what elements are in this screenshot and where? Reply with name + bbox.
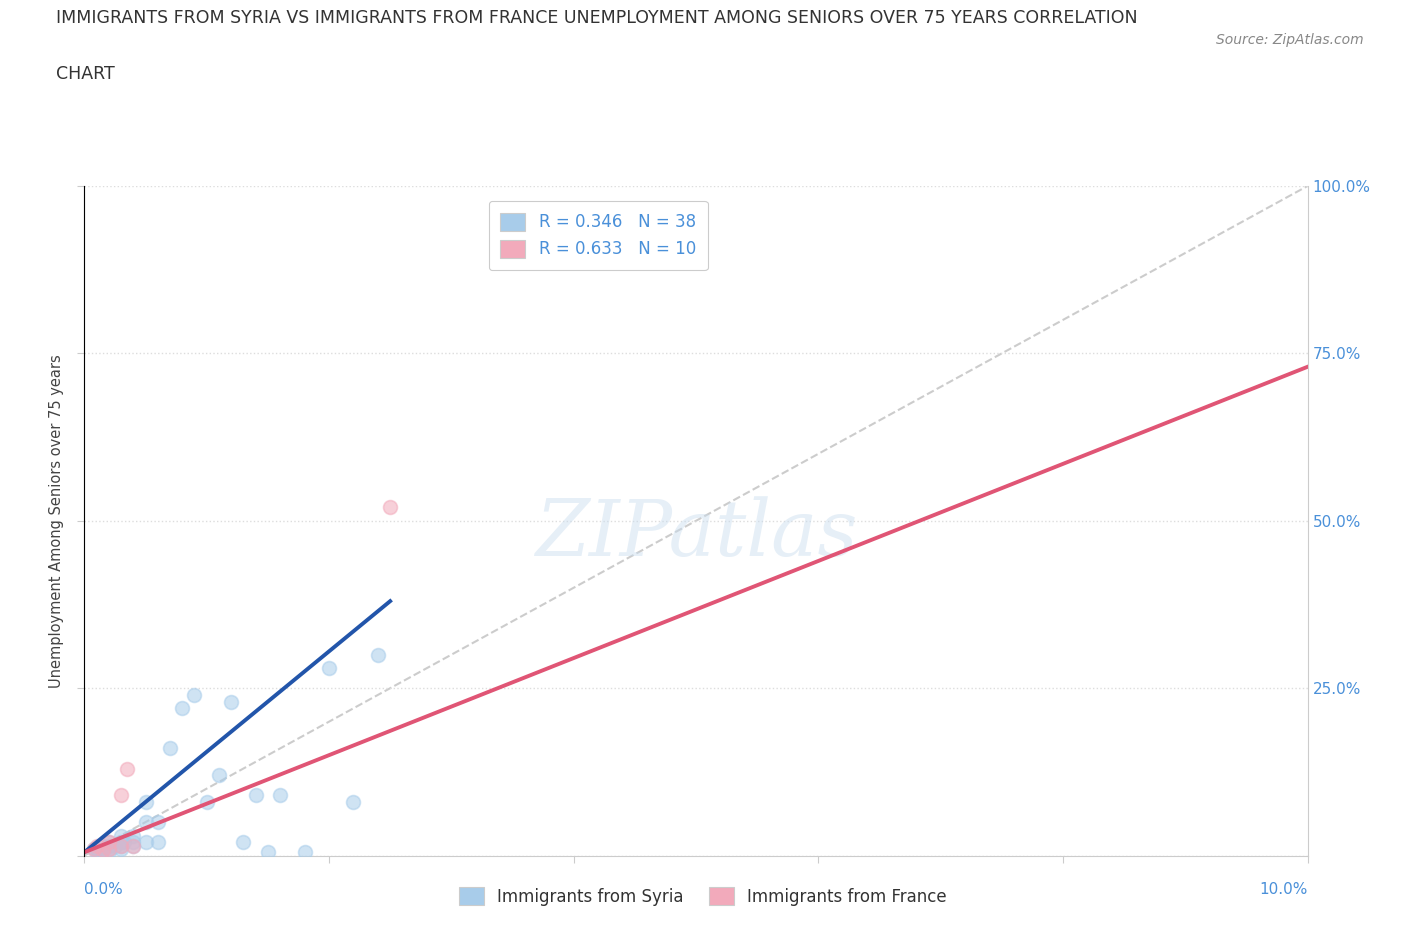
Point (172, 701, 194, 716)
Point (122, 838, 145, 853)
Point (110, 835, 132, 850)
Legend: Immigrants from Syria, Immigrants from France: Immigrants from Syria, Immigrants from F… (453, 881, 953, 912)
Point (159, 741, 181, 756)
Point (104, 838, 127, 853)
Point (257, 844, 280, 859)
Point (146, 815, 169, 830)
Point (245, 788, 267, 803)
Text: CHART: CHART (56, 65, 115, 83)
Point (110, 838, 132, 853)
Y-axis label: Unemployment Among Seniors over 75 years: Unemployment Among Seniors over 75 years (49, 354, 65, 687)
Point (86, 842, 108, 857)
Point (380, 500, 402, 515)
Point (110, 842, 132, 857)
Text: IMMIGRANTS FROM SYRIA VS IMMIGRANTS FROM FRANCE UNEMPLOYMENT AMONG SENIORS OVER : IMMIGRANTS FROM SYRIA VS IMMIGRANTS FROM… (56, 9, 1137, 27)
Text: 0.0%: 0.0% (84, 883, 124, 897)
Point (91, 838, 114, 853)
Point (91, 843, 114, 857)
Point (83, 842, 105, 857)
Point (135, 835, 157, 850)
Point (367, 647, 389, 662)
Point (146, 835, 169, 850)
Point (294, 844, 316, 859)
Text: ZIPatlas: ZIPatlas (534, 496, 858, 572)
Point (110, 788, 132, 803)
Text: Source: ZipAtlas.com: Source: ZipAtlas.com (1216, 33, 1364, 46)
Point (97, 842, 120, 857)
Point (86, 838, 108, 853)
Point (208, 768, 231, 783)
Point (219, 694, 242, 709)
Text: 10.0%: 10.0% (1260, 883, 1308, 897)
Point (97, 835, 120, 850)
Point (135, 794, 157, 809)
Point (110, 828, 132, 843)
Point (91, 843, 114, 857)
Point (97, 838, 120, 853)
Point (122, 828, 145, 843)
Point (115, 761, 138, 776)
Point (110, 838, 132, 853)
Legend: R = 0.346   N = 38, R = 0.633   N = 10: R = 0.346 N = 38, R = 0.633 N = 10 (489, 201, 707, 270)
Point (122, 838, 145, 853)
Point (97, 842, 120, 857)
Point (183, 687, 205, 702)
Point (232, 835, 254, 850)
Point (269, 788, 291, 803)
Point (87, 844, 110, 859)
Point (135, 815, 157, 830)
Point (112, 835, 135, 850)
Point (83, 842, 105, 857)
Point (195, 794, 218, 809)
Point (318, 660, 340, 675)
Point (122, 835, 145, 850)
Point (97, 844, 120, 859)
Point (342, 794, 364, 809)
Point (97, 835, 120, 850)
Point (86, 844, 108, 859)
